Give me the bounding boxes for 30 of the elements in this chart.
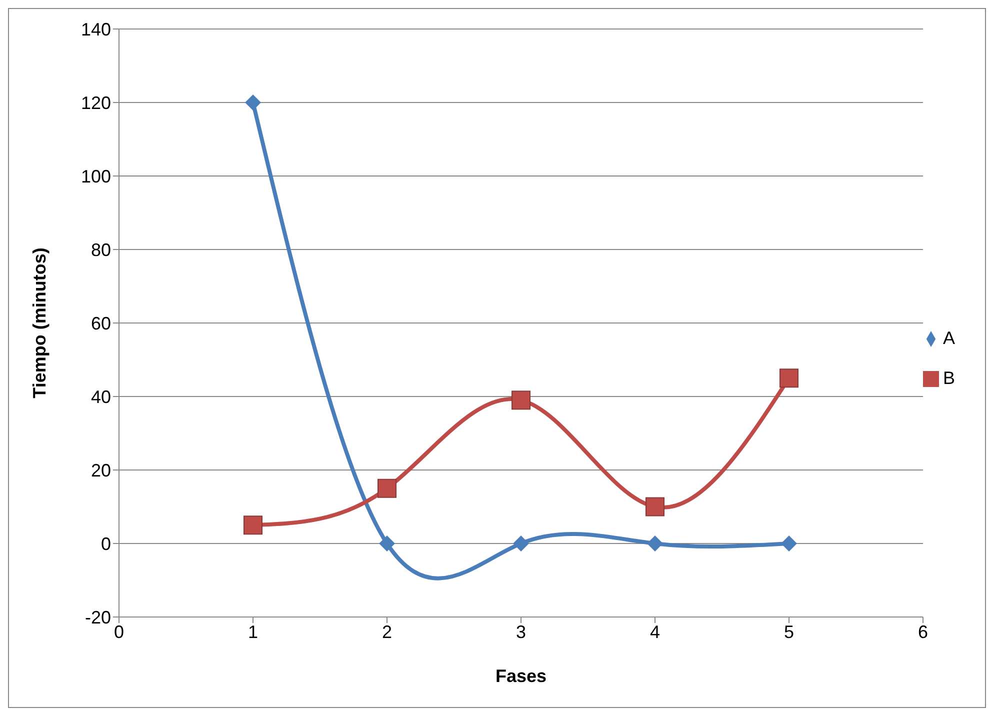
x-tick-label: 6 [918, 622, 928, 642]
x-tick-label: 5 [784, 622, 794, 642]
x-tick-label: 1 [248, 622, 258, 642]
point [512, 536, 529, 552]
y-tick-label: 0 [100, 534, 111, 554]
y-tick-label: 100 [80, 166, 111, 186]
x-tick-label: 0 [114, 622, 124, 642]
point [244, 94, 261, 110]
point [646, 536, 663, 552]
y-tick-label: 60 [90, 313, 111, 334]
y-tick-label: 140 [80, 19, 111, 40]
y-axis-title: Tiempo (minutos) [29, 248, 50, 398]
y-tick-label: 120 [80, 92, 111, 113]
legend-label: A [942, 328, 955, 348]
y-tick-label: 40 [90, 386, 111, 407]
point [779, 368, 798, 388]
x-tick-label: 2 [382, 622, 392, 642]
point [511, 390, 530, 410]
y-tick-label: -20 [84, 607, 111, 628]
point [780, 536, 797, 552]
y-tick-label: 20 [90, 460, 111, 480]
x-tick-label: 4 [650, 622, 660, 642]
legend-label: B [942, 368, 955, 388]
point [645, 497, 664, 516]
point [378, 536, 395, 552]
y-tick-label: 80 [90, 240, 111, 260]
point [377, 478, 396, 498]
x-tick-label: 3 [516, 622, 526, 642]
x-axis-title: Fases [495, 666, 547, 686]
point [243, 516, 262, 535]
